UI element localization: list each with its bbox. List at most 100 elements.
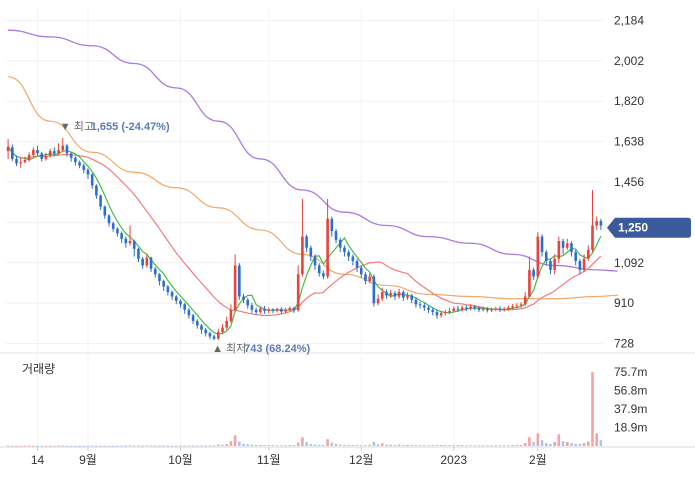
candle-body <box>334 231 338 240</box>
candle <box>410 293 414 304</box>
candle-body <box>221 327 224 333</box>
candle-body <box>347 252 350 257</box>
candle <box>233 254 237 313</box>
candle-body <box>116 228 119 234</box>
volume-bar <box>48 445 52 447</box>
candle <box>486 307 489 313</box>
candle <box>132 239 136 257</box>
candle <box>326 198 329 279</box>
volume-bar <box>36 445 39 447</box>
current-price-label: 1,250 <box>618 221 648 235</box>
candle <box>532 267 535 280</box>
volume-bar <box>82 445 86 447</box>
candle-body <box>53 151 56 154</box>
candle <box>195 319 199 329</box>
volume-bar <box>212 445 216 447</box>
candles <box>6 137 603 341</box>
candle <box>162 279 165 291</box>
volume-bar <box>195 445 199 447</box>
candle-body <box>494 308 498 310</box>
candle <box>99 194 102 210</box>
volume-bar <box>427 445 430 447</box>
volume-bar <box>469 445 472 447</box>
volume-bar <box>78 445 81 447</box>
volume-bar <box>254 445 258 446</box>
candle-body <box>418 304 422 306</box>
candle <box>166 284 170 296</box>
candle <box>418 302 422 309</box>
candle <box>212 334 216 341</box>
volume-bar <box>582 443 586 446</box>
volume-bar <box>406 444 409 446</box>
candle <box>347 249 350 262</box>
volume-bar <box>435 445 439 446</box>
volume-bar <box>132 445 136 447</box>
candle <box>90 173 94 189</box>
candle <box>158 272 161 286</box>
candle-body <box>40 153 44 159</box>
candle-body <box>355 261 359 268</box>
volume-bar <box>32 445 35 447</box>
candle <box>574 249 577 266</box>
candle <box>343 245 346 257</box>
candle-body <box>338 239 342 248</box>
volume-bar <box>99 445 102 447</box>
volume-bar <box>355 445 359 446</box>
candle <box>465 305 468 311</box>
candle-body <box>44 155 48 159</box>
price-tick-label: 1,638 <box>614 135 644 149</box>
volume-bar <box>473 445 477 447</box>
candle <box>259 306 262 314</box>
candle-body <box>553 258 556 270</box>
candle-body <box>267 309 271 311</box>
volume-bar <box>431 445 435 446</box>
candle-body <box>208 333 212 337</box>
volume-bar <box>242 443 245 446</box>
candle-body <box>61 145 65 151</box>
volume-bar <box>124 445 128 447</box>
volume-bar <box>6 445 10 447</box>
volume-bar <box>599 440 603 446</box>
volume-bar <box>27 445 31 447</box>
high-marker-value: 1,655 (-24.47%) <box>91 121 170 133</box>
candle <box>544 249 548 266</box>
x-tick-label: 9월 <box>79 453 97 467</box>
candle-body <box>217 332 220 339</box>
candle-body <box>481 308 485 310</box>
volume-bar <box>225 444 229 446</box>
volume-bar <box>11 445 14 447</box>
candle <box>351 254 355 266</box>
candle-body <box>376 298 380 304</box>
candle-body <box>507 307 510 309</box>
candle-body <box>284 309 287 312</box>
volume-bar <box>347 445 350 446</box>
volume-bar <box>217 444 220 446</box>
volume-bar <box>86 445 90 447</box>
volume-bar <box>591 372 594 446</box>
volume-bar <box>183 445 186 447</box>
candle <box>11 144 14 162</box>
candle-body <box>74 157 77 163</box>
candle-body <box>359 267 363 275</box>
candle <box>490 307 493 313</box>
candle-body <box>225 320 229 328</box>
price-tick-label: 1,820 <box>614 94 644 108</box>
candle-body <box>183 304 186 310</box>
volume-bar <box>565 442 569 446</box>
candle <box>456 305 460 313</box>
price-tick-label: 2,184 <box>614 13 644 27</box>
candle <box>595 216 598 230</box>
volume-bar <box>595 433 598 446</box>
candle-body <box>263 308 266 311</box>
candle-body <box>502 308 506 310</box>
price-tick-label: 910 <box>614 296 634 310</box>
candle-body <box>15 158 18 164</box>
candle <box>385 289 388 299</box>
candle-body <box>200 325 203 330</box>
candle-body <box>406 295 409 298</box>
candle-body <box>452 308 456 311</box>
candle-body <box>317 265 321 274</box>
volume-bar <box>187 445 191 447</box>
ma5-line <box>7 146 602 335</box>
